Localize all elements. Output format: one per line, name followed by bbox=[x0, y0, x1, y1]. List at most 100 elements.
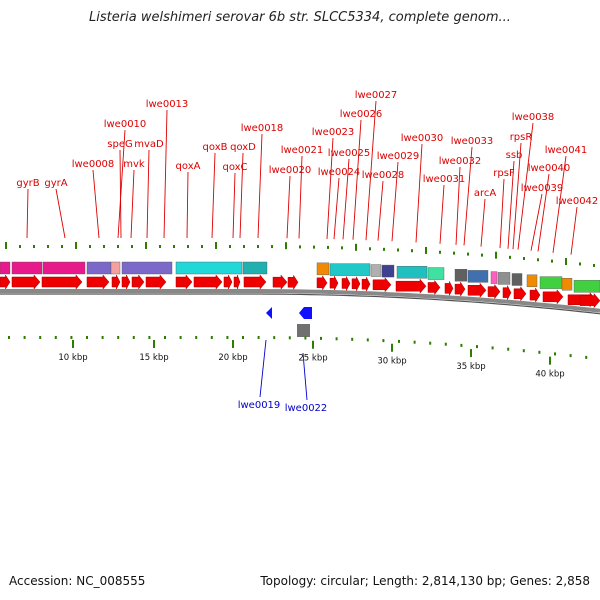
reverse-strand-genes bbox=[266, 307, 312, 337]
gene-label: lwe0010 bbox=[104, 119, 147, 130]
scale-label: 25 kbp bbox=[298, 354, 327, 364]
gene-label: gyrA bbox=[44, 178, 67, 189]
cog-color-band bbox=[0, 261, 600, 293]
scale-major-tick bbox=[549, 356, 551, 365]
tick-mark bbox=[509, 255, 511, 259]
cog-segment bbox=[511, 273, 523, 286]
cog-segment bbox=[490, 271, 498, 284]
gene-label: lwe0041 bbox=[545, 145, 588, 156]
accession-label: Accession: NC_008555 bbox=[9, 574, 146, 588]
tick-mark bbox=[439, 250, 441, 254]
cog-segment bbox=[110, 261, 121, 275]
tick-mark bbox=[383, 247, 385, 251]
cog-segment bbox=[396, 266, 428, 279]
scale-tick bbox=[195, 336, 198, 339]
gene-label: gyrB bbox=[16, 178, 39, 189]
cog-segment bbox=[316, 262, 330, 276]
scale-tick bbox=[23, 336, 26, 339]
scale-tick bbox=[288, 336, 291, 340]
leader-line bbox=[480, 198, 486, 247]
tick-mark bbox=[75, 242, 77, 249]
tick-mark bbox=[173, 245, 175, 248]
gene-label: lwe0030 bbox=[401, 133, 444, 144]
scale-tick bbox=[554, 352, 556, 356]
backbone-line bbox=[0, 289, 600, 313]
forward-gene-arrow bbox=[233, 274, 241, 290]
scale-tick bbox=[226, 336, 229, 339]
forward-gene-arrow bbox=[86, 274, 110, 290]
tick-mark bbox=[271, 245, 273, 249]
gene-label: lwe0022 bbox=[285, 403, 328, 414]
leader-line bbox=[186, 171, 189, 239]
leader-line bbox=[415, 143, 423, 243]
forward-gene-arrow bbox=[467, 282, 487, 298]
gene-label: lwe0026 bbox=[340, 109, 383, 120]
scale-tick bbox=[8, 336, 10, 339]
scale-tick bbox=[569, 354, 572, 358]
cog-segment bbox=[539, 276, 563, 289]
leader-line bbox=[211, 152, 216, 239]
tick-mark bbox=[285, 242, 287, 250]
tick-mark bbox=[5, 242, 7, 249]
leader-line bbox=[117, 129, 126, 239]
gene-label: lwe0013 bbox=[146, 99, 189, 110]
scale-tick bbox=[54, 336, 57, 339]
leader-line bbox=[377, 180, 384, 241]
scale-tick bbox=[210, 336, 213, 339]
scale-tick bbox=[413, 340, 416, 344]
gene-label: lwe0020 bbox=[269, 165, 312, 176]
forward-gene-arrow bbox=[579, 292, 600, 309]
cog-segment bbox=[454, 268, 468, 282]
leader-line bbox=[499, 178, 505, 249]
scale-major-tick bbox=[153, 340, 155, 348]
forward-gene-arrow bbox=[487, 283, 501, 300]
leader-line bbox=[92, 169, 100, 239]
cog-segment bbox=[86, 261, 112, 275]
gene-label: lwe0024 bbox=[318, 167, 361, 178]
forward-gene-arrow bbox=[287, 274, 299, 291]
forward-gene-arrow bbox=[175, 274, 193, 290]
cog-segment bbox=[329, 263, 371, 276]
scale-tick bbox=[585, 355, 588, 359]
tick-mark bbox=[355, 243, 357, 251]
top-tick-row bbox=[5, 242, 595, 267]
scale-tick bbox=[320, 336, 322, 340]
tick-mark bbox=[551, 259, 553, 263]
scale-tick bbox=[117, 336, 120, 339]
forward-gene-arrow bbox=[145, 274, 167, 290]
scale-major-tick bbox=[232, 340, 234, 348]
forward-gene-arrow bbox=[41, 274, 83, 290]
tick-mark bbox=[19, 245, 21, 248]
label-leader-lines bbox=[26, 100, 578, 255]
forward-gene-arrow bbox=[395, 278, 427, 294]
scale-tick bbox=[507, 347, 510, 351]
tick-mark bbox=[131, 245, 133, 248]
leader-line bbox=[257, 133, 263, 239]
scale-tick bbox=[491, 346, 494, 350]
forward-gene-arrow bbox=[329, 276, 339, 291]
forward-gene-arrow bbox=[361, 277, 371, 292]
cog-segment bbox=[370, 264, 382, 277]
leader-line bbox=[537, 173, 550, 252]
forward-gene-arrow bbox=[341, 276, 351, 291]
cog-segment bbox=[573, 280, 600, 293]
tick-mark bbox=[257, 245, 259, 249]
tick-mark bbox=[341, 246, 343, 250]
gene-label: qoxA bbox=[176, 161, 201, 172]
forward-gene-arrow bbox=[502, 285, 512, 300]
scale-tick bbox=[132, 336, 135, 339]
genome-title: Listeria welshimeri serovar 6b str. SLCC… bbox=[89, 10, 511, 25]
leader-line bbox=[517, 122, 534, 250]
scale-tick bbox=[460, 343, 463, 347]
leader-line bbox=[530, 193, 543, 251]
leader-line bbox=[333, 177, 340, 240]
tick-mark bbox=[467, 252, 469, 256]
gene-label: lwe0038 bbox=[512, 112, 555, 123]
gene-label: lwe0023 bbox=[312, 127, 355, 138]
scale-label: 40 kbp bbox=[535, 370, 564, 380]
scale-tick bbox=[476, 345, 478, 349]
forward-gene-arrow bbox=[111, 274, 121, 290]
tick-mark bbox=[201, 245, 203, 248]
topology-label: Topology: circular; Length: 2,814,130 bp… bbox=[260, 574, 590, 588]
